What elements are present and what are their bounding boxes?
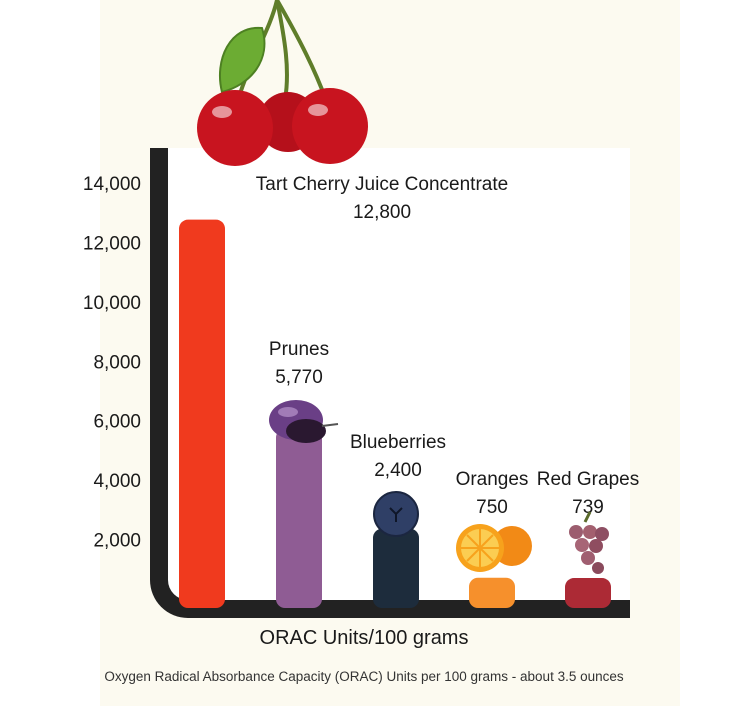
bar [179, 219, 225, 608]
bar [565, 578, 611, 608]
bar [469, 577, 515, 608]
y-tick-label: 2,000 [93, 531, 141, 552]
value-label: 739 [572, 497, 604, 518]
value-label: 2,400 [374, 460, 422, 481]
value-label: 5,770 [275, 367, 323, 388]
y-tick-label: 8,000 [93, 352, 141, 373]
cherries-icon [197, 0, 368, 166]
orange-icon [456, 524, 532, 572]
value-label: 12,800 [353, 202, 411, 223]
prune-icon [269, 400, 339, 443]
category-label: Tart Cherry Juice Concentrate [256, 174, 508, 195]
category-label: Prunes [269, 339, 329, 360]
red-grapes-icon [569, 511, 609, 574]
chart-subtitle: Oxygen Radical Absorbance Capacity (ORAC… [104, 669, 624, 684]
bar [373, 528, 419, 608]
blueberry-icon [373, 491, 419, 537]
category-label: Blueberries [350, 432, 446, 453]
category-label: Oranges [456, 469, 529, 490]
y-tick-label: 14,000 [83, 174, 141, 195]
y-tick-label: 6,000 [93, 412, 141, 433]
y-tick-label: 10,000 [83, 293, 141, 314]
y-tick-label: 4,000 [93, 471, 141, 492]
value-label: 750 [476, 497, 508, 518]
y-tick-label: 12,000 [83, 233, 141, 254]
x-axis-label: ORAC Units/100 grams [260, 627, 469, 649]
category-label: Red Grapes [537, 469, 639, 490]
bar [276, 428, 322, 608]
